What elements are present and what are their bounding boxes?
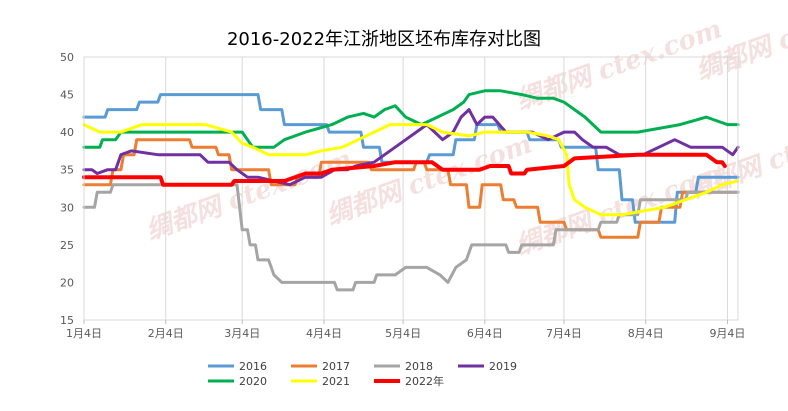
watermark-logo: 绸都网 ctex.com	[322, 129, 536, 231]
y-tick-label: 20	[60, 276, 74, 289]
axis-layer: 15 20 25 30 35 40 45 50 1月4日 2月4日 3月4日 4月4日 5月4日 6月4日…	[60, 51, 745, 340]
x-tick-label: 7月4日	[546, 327, 582, 340]
series-line-2021	[82, 123, 740, 217]
x-tick-label: 2月4日	[148, 327, 184, 340]
y-tick-label: 50	[60, 51, 74, 64]
legend: 2016 2017 2018 2019 2020 2021 2022年	[208, 360, 517, 388]
series-line-2022	[82, 152, 727, 187]
series-layer	[82, 89, 740, 292]
legend-label: 2017	[322, 360, 350, 373]
series-line-2019	[82, 108, 740, 187]
chart-title: 2016-2022年江浙地区坯布库存对比图	[227, 29, 541, 50]
x-tick-label: 4月4日	[306, 327, 342, 340]
x-tick-label: 1月4日	[66, 327, 102, 340]
series-line-2016	[82, 93, 740, 224]
x-tick-label: 9月4日	[709, 327, 745, 340]
x-tick-label: 3月4日	[224, 327, 260, 340]
y-tick-label: 35	[60, 164, 74, 177]
legend-label: 2018	[405, 360, 433, 373]
y-tick-label: 15	[60, 314, 74, 327]
y-tick-label: 45	[60, 89, 74, 102]
plot-area	[83, 56, 739, 321]
legend-label: 2019	[489, 360, 517, 373]
x-tick-label: 8月4日	[628, 327, 664, 340]
legend-label: 2016	[239, 360, 267, 373]
series-line-2018	[82, 183, 740, 292]
x-tick-label: 6月4日	[467, 327, 503, 340]
x-tick-label: 5月4日	[385, 327, 421, 340]
series-line-2020	[82, 89, 740, 149]
y-tick-label: 30	[60, 201, 74, 214]
legend-label: 2022年	[405, 374, 444, 388]
y-tick-label: 40	[60, 126, 74, 139]
legend-label: 2021	[322, 375, 350, 388]
legend-label: 2020	[239, 375, 267, 388]
y-tick-label: 25	[60, 239, 74, 252]
